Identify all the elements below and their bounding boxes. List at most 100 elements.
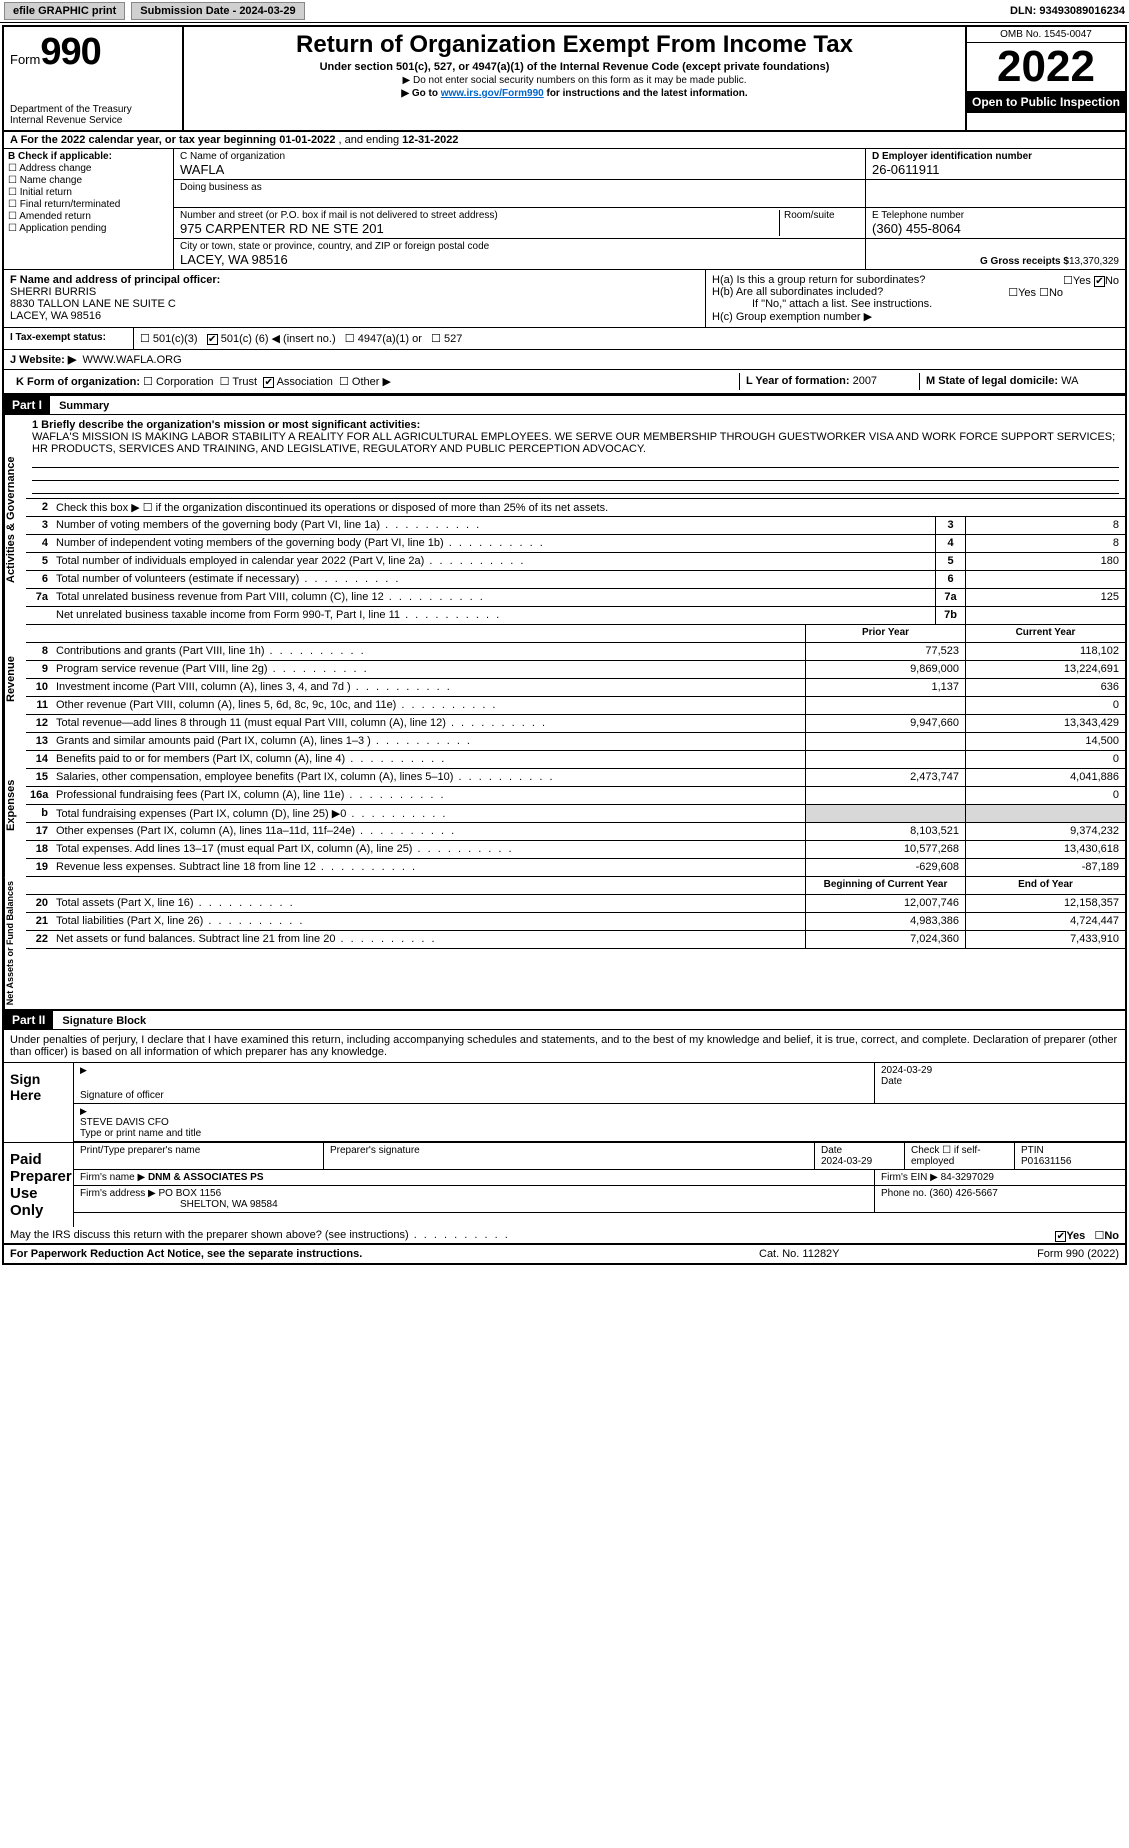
officer-addr: 8830 TALLON LANE NE SUITE C [10, 298, 699, 310]
ha-no-check[interactable] [1094, 276, 1105, 287]
data-line: 19Revenue less expenses. Subtract line 1… [26, 859, 1125, 877]
prep-name-label: Print/Type preparer's name [74, 1143, 324, 1169]
ein-value: 26-0611911 [872, 162, 1119, 177]
org-name-label: C Name of organization [180, 151, 859, 162]
data-line: 11Other revenue (Part VIII, column (A), … [26, 697, 1125, 715]
gov-line: 7aTotal unrelated business revenue from … [26, 589, 1125, 607]
org-name: WAFLA [180, 162, 859, 177]
chk-name-change[interactable]: ☐ Name change [8, 175, 169, 186]
ssn-warning: ▶ Do not enter social security numbers o… [190, 75, 959, 86]
form-title: Return of Organization Exempt From Incom… [190, 31, 959, 59]
gov-line: 2Check this box ▶ ☐ if the organization … [26, 499, 1125, 517]
data-line: 18Total expenses. Add lines 13–17 (must … [26, 841, 1125, 859]
chk-amended-return[interactable]: ☐ Amended return [8, 211, 169, 222]
instructions-link-row: ▶ Go to www.irs.gov/Form990 for instruct… [190, 88, 959, 99]
website-row: J Website: ▶ WWW.WAFLA.ORG [4, 350, 1125, 370]
discuss-row: May the IRS discuss this return with the… [4, 1227, 1125, 1244]
501c-check[interactable] [207, 334, 218, 345]
sig-date: 2024-03-29 [881, 1065, 1119, 1076]
h-b-note: If "No," attach a list. See instructions… [712, 298, 1119, 310]
form-990-wrap: Form990 Department of the Treasury Inter… [2, 25, 1127, 1265]
sig-name: STEVE DAVIS CFO [80, 1117, 1119, 1128]
discuss-yes[interactable] [1055, 1231, 1066, 1242]
data-line: 10Investment income (Part VIII, column (… [26, 679, 1125, 697]
data-line: 15Salaries, other compensation, employee… [26, 769, 1125, 787]
section-bcdeg: B Check if applicable: ☐ Address change … [4, 149, 1125, 270]
submission-date-btn[interactable]: Submission Date - 2024-03-29 [131, 2, 304, 20]
ein-label: D Employer identification number [872, 151, 1119, 162]
data-line: 14Benefits paid to or for members (Part … [26, 751, 1125, 769]
addr-value: 975 CARPENTER RD NE STE 201 [180, 221, 779, 236]
net-hdr: Beginning of Current Year End of Year [26, 877, 1125, 895]
side-exp: Expenses [4, 733, 26, 877]
sig-officer-label: Signature of officer [80, 1090, 868, 1101]
data-line: 9Program service revenue (Part VIII, lin… [26, 661, 1125, 679]
data-line: 16aProfessional fundraising fees (Part I… [26, 787, 1125, 805]
form-subtitle: Under section 501(c), 527, or 4947(a)(1)… [190, 61, 959, 73]
officer-city: LACEY, WA 98516 [10, 310, 699, 322]
omb-number: OMB No. 1545-0047 [967, 27, 1125, 43]
chk-address-change[interactable]: ☐ Address change [8, 163, 169, 174]
data-line: 17Other expenses (Part IX, column (A), l… [26, 823, 1125, 841]
data-line: bTotal fundraising expenses (Part IX, co… [26, 805, 1125, 823]
irs-label: Internal Revenue Service [10, 115, 176, 126]
part1-bar: Part I Summary [4, 394, 1125, 415]
gov-line: 3Number of voting members of the governi… [26, 517, 1125, 535]
rev-hdr: Prior Year Current Year [26, 625, 1125, 643]
section-fh: F Name and address of principal officer:… [4, 270, 1125, 328]
efile-topbar: efile GRAPHIC print Submission Date - 20… [0, 0, 1129, 23]
prep-sig-label: Preparer's signature [324, 1143, 815, 1169]
data-line: 13Grants and similar amounts paid (Part … [26, 733, 1125, 751]
dept-treasury: Department of the Treasury [10, 104, 176, 115]
mission-label: 1 Briefly describe the organization's mi… [32, 419, 1119, 431]
tax-year: 2022 [967, 43, 1125, 91]
sign-here-block: Sign Here Signature of officer 2024-03-2… [4, 1062, 1125, 1142]
h-c-row: H(c) Group exemption number ▶ [712, 310, 1119, 323]
tax-period-row: A For the 2022 calendar year, or tax yea… [4, 132, 1125, 149]
form-number: Form990 [10, 31, 176, 74]
phone-value: (360) 455-8064 [872, 221, 1119, 236]
tax-exempt-row: I Tax-exempt status: ☐ 501(c)(3) 501(c) … [4, 328, 1125, 350]
h-a-row: H(a) Is this a group return for subordin… [712, 274, 1119, 286]
gov-line: 5Total number of individuals employed in… [26, 553, 1125, 571]
officer-name: SHERRI BURRIS [10, 286, 699, 298]
officer-label: F Name and address of principal officer: [10, 274, 699, 286]
side-net: Net Assets or Fund Balances [4, 877, 26, 1009]
h-b-row: H(b) Are all subordinates included? ☐Yes… [712, 286, 1119, 298]
website-value: WWW.WAFLA.ORG [82, 354, 181, 366]
klm-row: K Form of organization: ☐ Corporation ☐ … [4, 370, 1125, 394]
side-gov: Activities & Governance [4, 415, 26, 625]
addr-label: Number and street (or P.O. box if mail i… [180, 210, 779, 221]
gov-line: 4Number of independent voting members of… [26, 535, 1125, 553]
sig-date-label: Date [881, 1076, 1119, 1087]
side-rev: Revenue [4, 625, 26, 733]
self-employed-check[interactable]: Check ☐ if self-employed [905, 1143, 1015, 1169]
efile-graphic-btn[interactable]: efile GRAPHIC print [4, 2, 125, 20]
gov-line: Net unrelated business taxable income fr… [26, 607, 1125, 625]
sig-name-label: Type or print name and title [80, 1128, 1119, 1139]
chk-application-pending[interactable]: ☐ Application pending [8, 223, 169, 234]
box-b: B Check if applicable: ☐ Address change … [4, 149, 174, 269]
city-value: LACEY, WA 98516 [180, 252, 859, 267]
gov-line: 6Total number of volunteers (estimate if… [26, 571, 1125, 589]
dln-label: DLN: 93493089016234 [1010, 5, 1125, 17]
city-label: City or town, state or province, country… [180, 241, 859, 252]
summary-block: Activities & Governance 1 Briefly descri… [4, 415, 1125, 625]
data-line: 22Net assets or fund balances. Subtract … [26, 931, 1125, 949]
data-line: 21Total liabilities (Part X, line 26)4,9… [26, 913, 1125, 931]
dba-label: Doing business as [180, 182, 859, 193]
part2-bar: Part II Signature Block [4, 1009, 1125, 1030]
data-line: 12Total revenue—add lines 8 through 11 (… [26, 715, 1125, 733]
irs-link[interactable]: www.irs.gov/Form990 [441, 88, 544, 99]
phone-label: E Telephone number [872, 210, 1119, 221]
association-check[interactable] [263, 377, 274, 388]
gross-receipts-label: G Gross receipts $ [980, 256, 1069, 267]
data-line: 20Total assets (Part X, line 16)12,007,7… [26, 895, 1125, 913]
chk-final-return[interactable]: ☐ Final return/terminated [8, 199, 169, 210]
room-suite-label: Room/suite [779, 210, 859, 236]
sig-declaration: Under penalties of perjury, I declare th… [4, 1030, 1125, 1062]
open-to-public: Open to Public Inspection [967, 91, 1125, 113]
chk-initial-return[interactable]: ☐ Initial return [8, 187, 169, 198]
paid-preparer-block: Paid Preparer Use Only Print/Type prepar… [4, 1142, 1125, 1227]
data-line: 8Contributions and grants (Part VIII, li… [26, 643, 1125, 661]
